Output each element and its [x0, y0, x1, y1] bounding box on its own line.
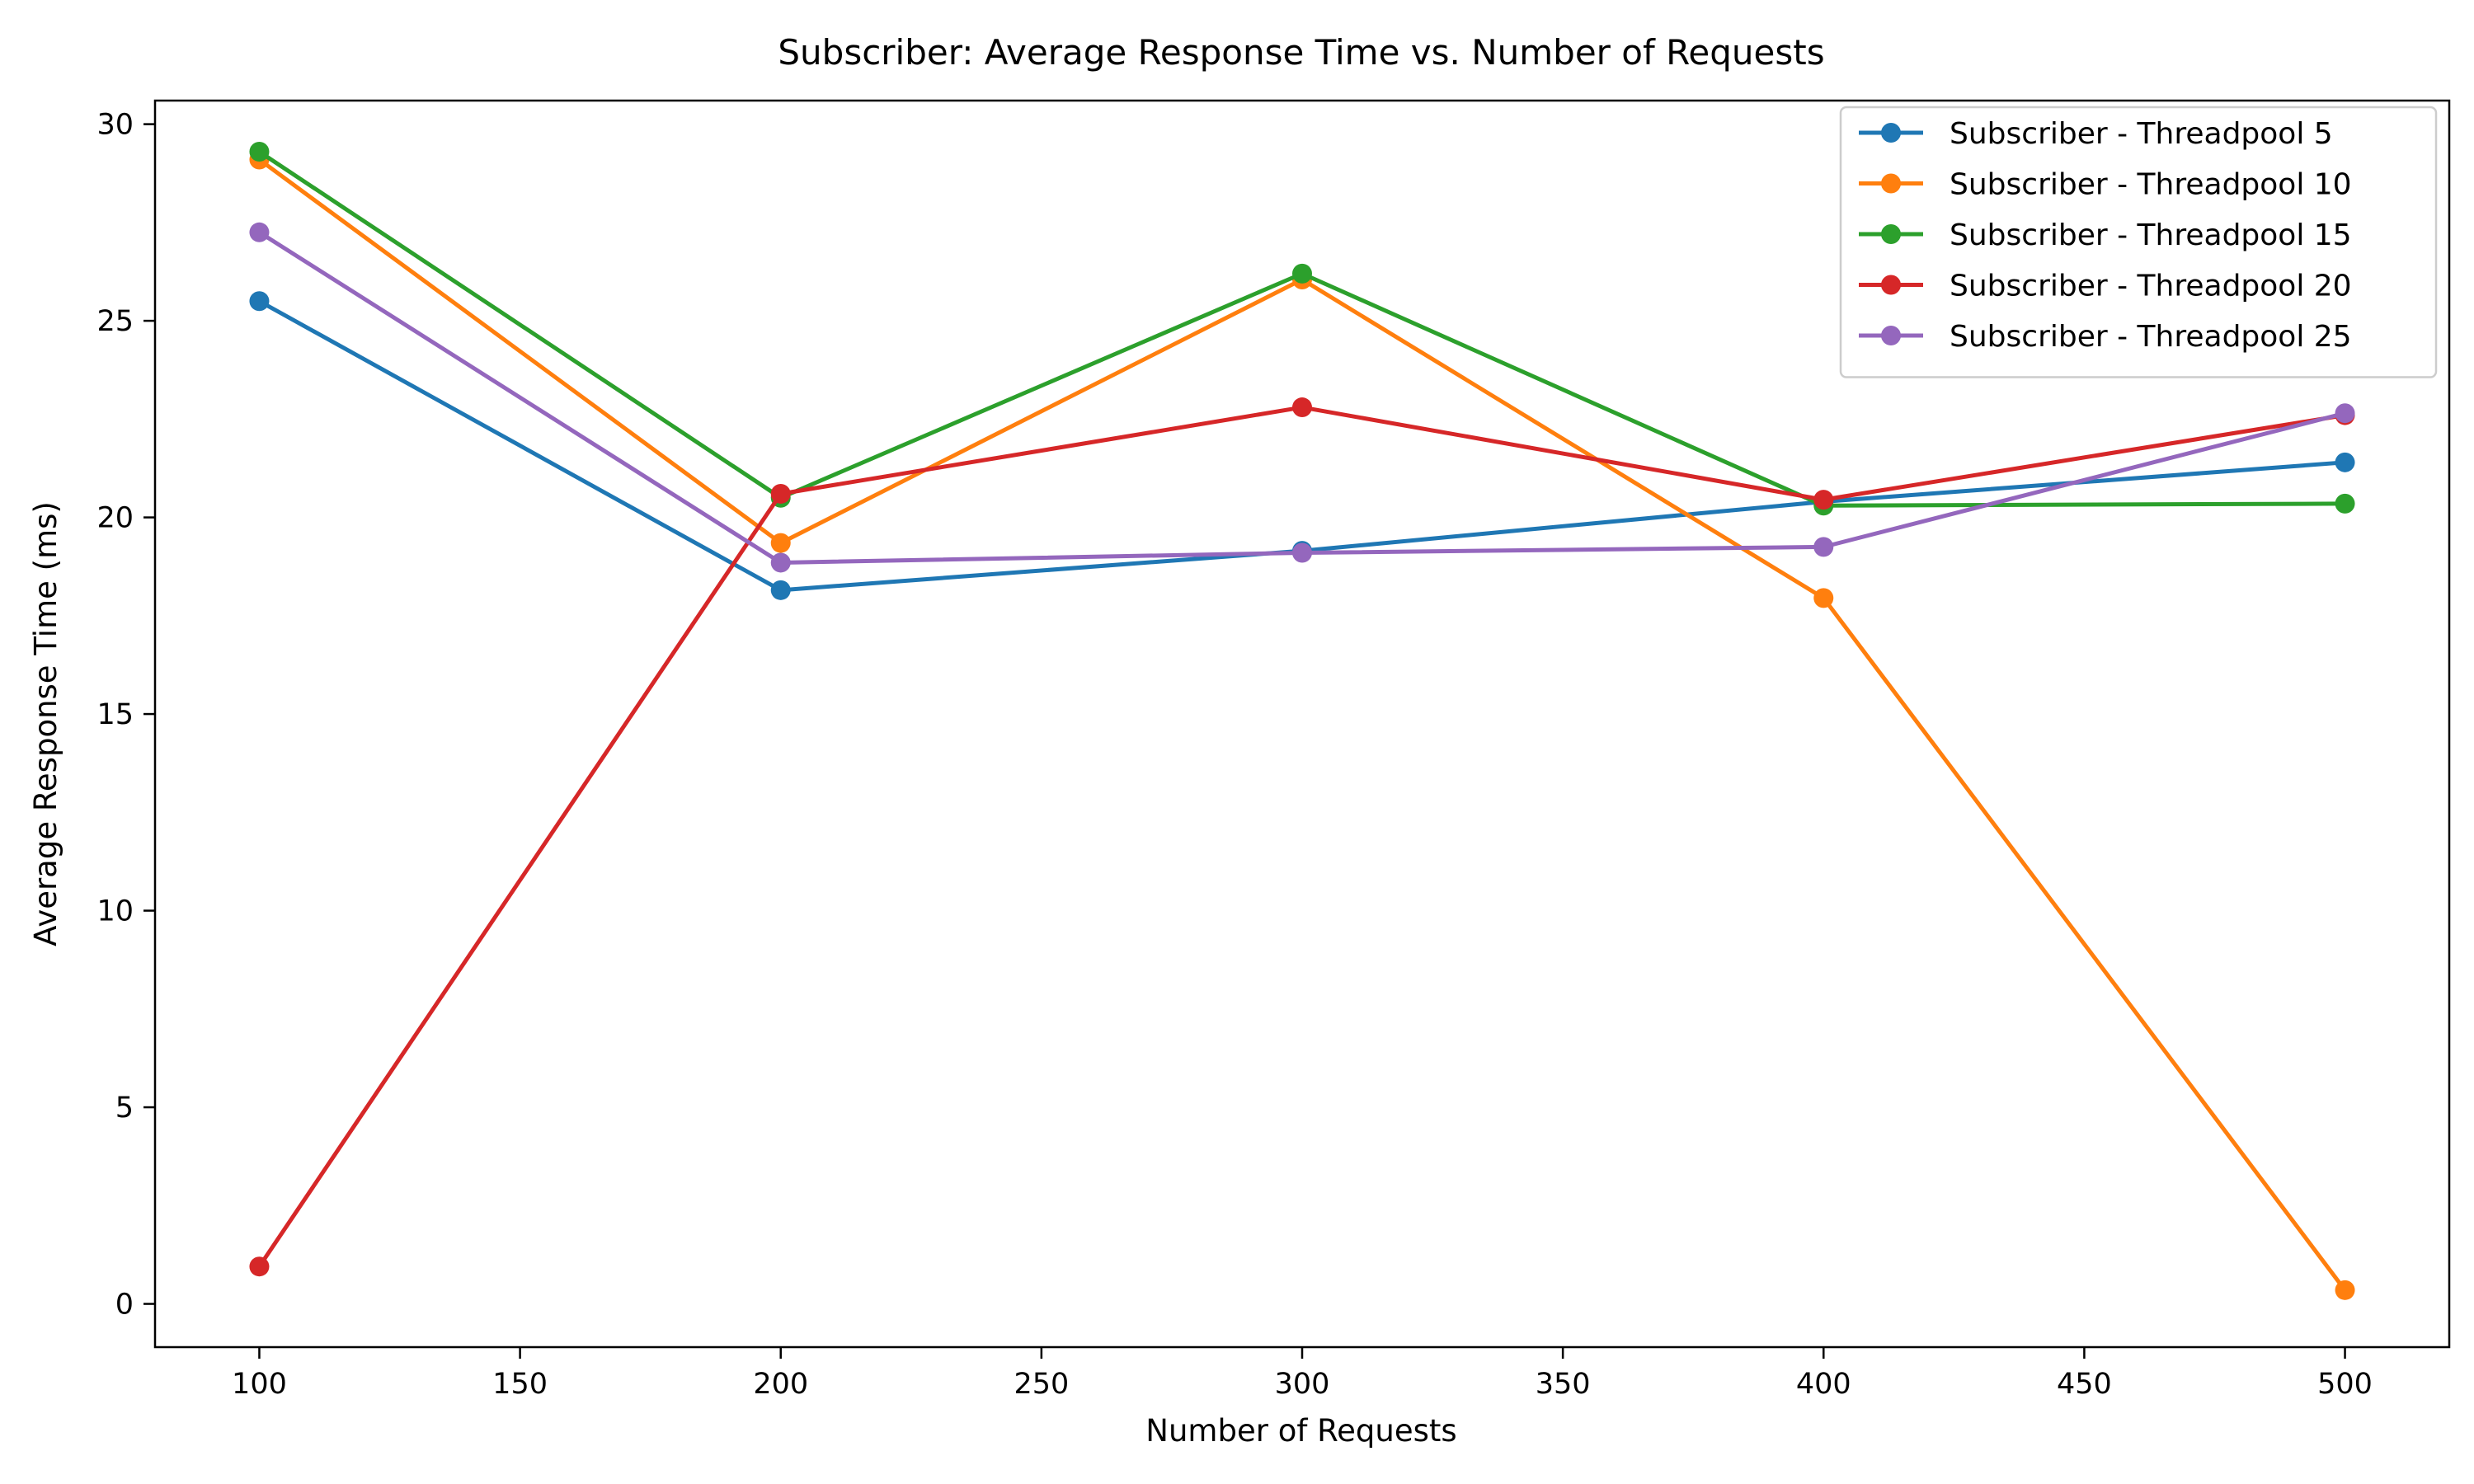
data-point: [770, 483, 791, 504]
series-4: [249, 397, 2355, 1277]
data-point: [1292, 397, 1312, 418]
series-line: [256, 405, 2348, 1269]
x-axis: 100 150 200 250 300 350 400 450 500: [232, 1347, 2373, 1401]
legend: Subscriber - Threadpool 5 Subscriber - Th…: [1839, 106, 2438, 378]
series-layer: [249, 142, 2355, 1300]
y-axis-label: Average Response Time (ms): [28, 501, 63, 946]
data-point: [2335, 1280, 2355, 1300]
y-tick-label: 20: [96, 502, 134, 535]
x-tick-label: 250: [1014, 1368, 1069, 1401]
data-point: [249, 222, 270, 242]
y-tick-label: 15: [96, 698, 134, 731]
data-point: [1292, 542, 1312, 563]
data-point: [249, 291, 270, 312]
data-point: [2335, 493, 2355, 514]
data-point: [1813, 537, 1834, 557]
data-point: [770, 552, 791, 573]
data-point: [1292, 263, 1312, 284]
x-tick-label: 500: [2317, 1368, 2373, 1401]
x-tick-label: 400: [1796, 1368, 1851, 1401]
data-point: [770, 580, 791, 600]
x-tick-label: 100: [232, 1368, 287, 1401]
series-5: [249, 222, 2355, 573]
data-point: [1813, 588, 1834, 608]
legend-item: Subscriber - Threadpool 20: [1859, 270, 2352, 303]
legend-item: Subscriber - Threadpool 15: [1859, 218, 2352, 252]
y-tick-label: 25: [96, 305, 134, 338]
legend-frame: [1839, 106, 2438, 378]
legend-swatch-marker: [1881, 123, 1901, 143]
y-axis: 0 5 10 15 20 25 30: [96, 109, 155, 1322]
x-axis-label: Number of Requests: [1145, 1413, 1456, 1449]
y-tick-label: 10: [96, 895, 134, 928]
legend-label: Subscriber - Threadpool 20: [1950, 270, 2352, 303]
x-tick-label: 200: [753, 1368, 808, 1401]
data-point: [2335, 403, 2355, 424]
chart-title: Subscriber: Average Response Time vs. Nu…: [778, 32, 1824, 73]
y-tick-label: 30: [96, 109, 134, 142]
legend-item: Subscriber - Threadpool 5: [1859, 117, 2333, 151]
data-point: [249, 142, 270, 162]
y-tick-label: 5: [115, 1092, 134, 1125]
legend-swatch-marker: [1881, 275, 1901, 295]
legend-item: Subscriber - Threadpool 10: [1859, 168, 2352, 202]
legend-label: Subscriber - Threadpool 5: [1950, 117, 2333, 151]
x-tick-label: 450: [2057, 1368, 2112, 1401]
legend-swatch-marker: [1881, 326, 1901, 345]
data-point: [249, 1256, 270, 1277]
data-point: [1813, 490, 1834, 510]
x-tick-label: 350: [1536, 1368, 1591, 1401]
y-tick-label: 0: [115, 1289, 134, 1322]
legend-swatch-marker: [1881, 224, 1901, 244]
legend-label: Subscriber - Threadpool 15: [1950, 218, 2352, 252]
legend-label: Subscriber - Threadpool 25: [1950, 320, 2352, 354]
legend-item: Subscriber - Threadpool 25: [1859, 320, 2352, 354]
data-point: [770, 533, 791, 553]
legend-label: Subscriber - Threadpool 10: [1950, 168, 2352, 202]
data-point: [2335, 452, 2355, 472]
x-tick-label: 300: [1275, 1368, 1330, 1401]
legend-swatch-marker: [1881, 173, 1901, 194]
x-tick-label: 150: [492, 1368, 548, 1401]
